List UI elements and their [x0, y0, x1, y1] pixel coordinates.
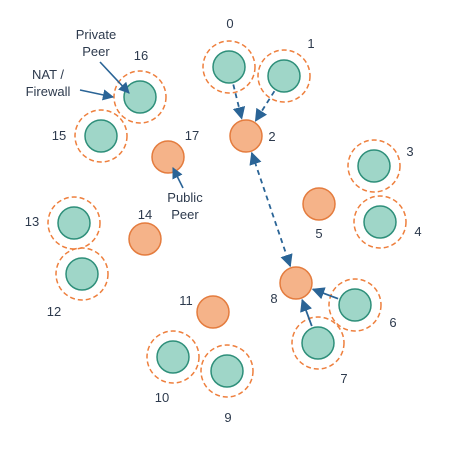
peer-label-8: 8 — [270, 291, 277, 306]
private-peer-15 — [84, 119, 118, 153]
annotation-nat-firewall-line2: Firewall — [26, 84, 71, 99]
connection-2-8 — [249, 151, 293, 268]
annotation-private-peer: Private Peer — [76, 27, 130, 94]
connection-layer — [232, 84, 339, 327]
firewall-layer — [47, 40, 407, 398]
public-peer-11 — [196, 295, 230, 329]
peer-label-6: 6 — [389, 315, 396, 330]
peer-label-1: 1 — [307, 36, 314, 51]
firewall-ring-3 — [347, 139, 401, 193]
firewall-ring-9 — [200, 344, 254, 398]
public-peer-8 — [279, 266, 313, 300]
firewall-ring-6 — [328, 278, 382, 332]
firewall-ring-4 — [353, 195, 407, 249]
public-peer-17 — [151, 140, 185, 174]
annotation-private-peer-line2: Peer — [82, 44, 110, 59]
peer-label-9: 9 — [224, 410, 231, 425]
private-peer-9 — [210, 354, 244, 388]
annotation-nat-firewall: NAT / Firewall — [26, 67, 115, 101]
connection-0-2 — [232, 84, 246, 120]
private-peer-1 — [267, 59, 301, 93]
private-peer-6 — [338, 288, 372, 322]
annotation-nat-firewall-line1: NAT / — [32, 67, 64, 82]
peer-label-5: 5 — [315, 226, 322, 241]
annotation-private-peer-line1: Private — [76, 27, 116, 42]
connection-6-8 — [311, 287, 339, 300]
firewall-ring-10 — [146, 330, 200, 384]
private-peer-7 — [301, 326, 335, 360]
peer-label-3: 3 — [406, 144, 413, 159]
firewall-ring-13 — [47, 196, 101, 250]
firewall-ring-15 — [74, 109, 128, 163]
firewall-ring-1 — [257, 49, 311, 103]
peer-label-15: 15 — [52, 128, 66, 143]
peer-label-10: 10 — [155, 390, 169, 405]
annotation-private-peer-arrow — [99, 61, 130, 94]
peer-label-0: 0 — [226, 16, 233, 31]
peer-layer — [57, 50, 397, 388]
public-peer-2 — [229, 119, 263, 153]
private-peer-10 — [156, 340, 190, 374]
public-peer-5 — [302, 187, 336, 221]
connection-7-8 — [300, 298, 313, 327]
annotation-nat-firewall-arrow — [79, 89, 115, 101]
private-peer-0 — [212, 50, 246, 84]
connection-1-2 — [254, 90, 276, 122]
private-peer-12 — [65, 257, 99, 291]
private-peer-3 — [357, 149, 391, 183]
private-peer-13 — [57, 206, 91, 240]
peer-label-12: 12 — [47, 304, 61, 319]
peer-label-7: 7 — [340, 371, 347, 386]
public-peer-14 — [128, 222, 162, 256]
peer-label-4: 4 — [414, 224, 421, 239]
firewall-ring-0 — [202, 40, 256, 94]
peer-label-16: 16 — [134, 48, 148, 63]
firewall-ring-7 — [291, 316, 345, 370]
private-peer-4 — [363, 205, 397, 239]
annotation-public-peer-line1: Public — [167, 190, 203, 205]
peer-label-14: 14 — [138, 207, 152, 222]
annotation-public-peer: Public Peer — [167, 166, 203, 222]
annotation-public-peer-line2: Peer — [171, 207, 199, 222]
peer-label-17: 17 — [185, 128, 199, 143]
peer-label-11: 11 — [179, 293, 193, 308]
annotation-public-peer-arrow — [172, 166, 184, 189]
peer-label-13: 13 — [25, 214, 39, 229]
peer-label-2: 2 — [268, 129, 275, 144]
private-peer-16 — [123, 80, 157, 114]
